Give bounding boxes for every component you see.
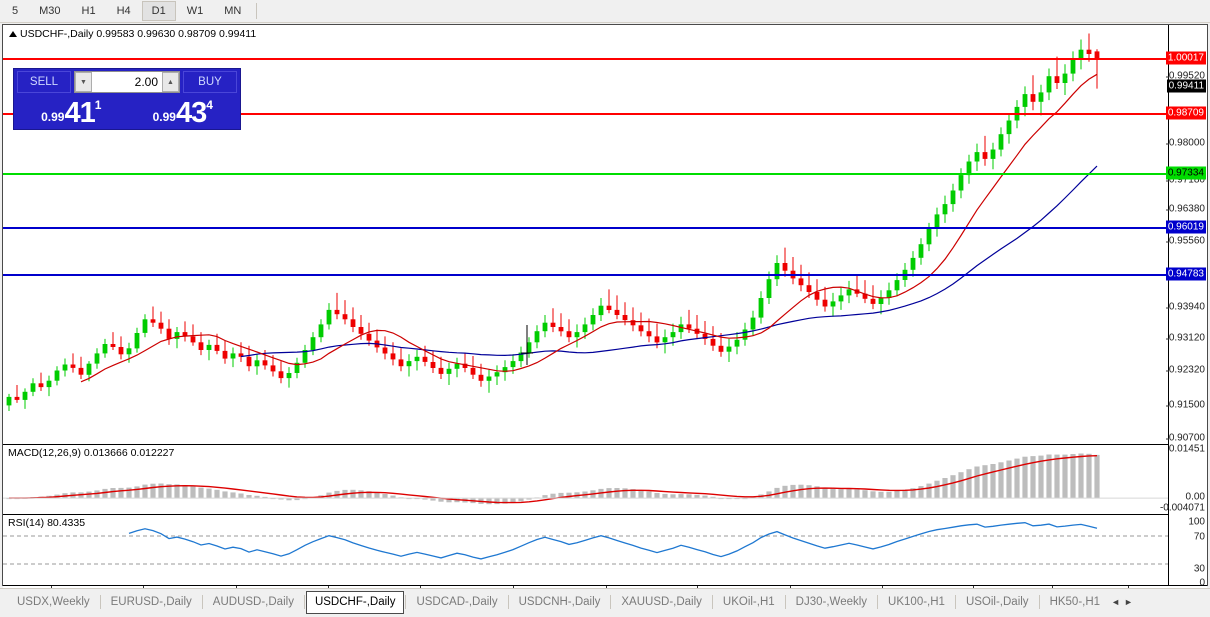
macd-svg bbox=[3, 453, 1168, 505]
price-tick-label: 0.91500 bbox=[1165, 400, 1205, 411]
buy-price-main: 43 bbox=[175, 97, 207, 129]
chart-tab-uk100--h1[interactable]: UK100-,H1 bbox=[888, 595, 945, 608]
tab-separator bbox=[507, 595, 509, 609]
chart-tab-ukoil--h1[interactable]: UKOil-,H1 bbox=[722, 595, 775, 608]
timeframe-w1[interactable]: W1 bbox=[186, 5, 204, 17]
price-level-chip: 1.00017 bbox=[1165, 51, 1206, 65]
tab-scroll-left-icon[interactable]: ◄ bbox=[1111, 597, 1120, 607]
macd-label: MACD(12,26,9) 0.013666 0.012227 bbox=[8, 447, 175, 459]
buy-button[interactable]: BUY bbox=[183, 71, 237, 93]
timeframe-toolbar: 5 M30 H1 H4 D1 W1 MN bbox=[0, 0, 1210, 23]
price-tick-label: 0.98000 bbox=[1165, 138, 1205, 149]
macd-tick-label: 0.01451 bbox=[1168, 443, 1205, 455]
tab-separator bbox=[201, 595, 203, 609]
timeframe-m30[interactable]: M30 bbox=[39, 5, 61, 17]
timeframe-5[interactable]: 5 bbox=[12, 5, 19, 17]
rsi-label: RSI(14) 80.4335 bbox=[8, 517, 86, 529]
timeframe-h4[interactable]: H4 bbox=[116, 5, 131, 17]
trade-panel-controls: SELL ▼ 2.00 ▲ BUY bbox=[14, 69, 240, 93]
buy-price-fraction: 4 bbox=[206, 98, 213, 112]
tab-separator bbox=[954, 595, 956, 609]
tab-separator bbox=[610, 595, 612, 609]
chart-tab-usdcnh--daily[interactable]: USDCNH-,Daily bbox=[518, 595, 601, 608]
price-tick-label: 0.97180 bbox=[1165, 175, 1205, 186]
tab-separator bbox=[784, 595, 786, 609]
rsi-tick-label: 70 bbox=[1193, 531, 1205, 543]
price-level-chip: 0.97334 bbox=[1165, 166, 1206, 180]
tab-separator bbox=[99, 595, 101, 609]
macd-pane[interactable]: MACD(12,26,9) 0.013666 0.012227 bbox=[3, 444, 1168, 514]
price-tick-label: 0.99520 bbox=[1165, 71, 1205, 82]
chart-tab-xauusd--daily[interactable]: XAUUSD-,Daily bbox=[621, 595, 702, 608]
one-click-trading-panel[interactable]: SELL ▼ 2.00 ▲ BUY 0.99 41 1 0.99 43 4 bbox=[13, 68, 241, 130]
volume-increase-icon[interactable]: ▲ bbox=[162, 72, 179, 92]
price-level-chip: 0.94783 bbox=[1165, 267, 1206, 281]
price-level-line[interactable] bbox=[3, 58, 1168, 60]
volume-input[interactable]: ▼ 2.00 ▲ bbox=[74, 71, 180, 93]
chart-tab-hk50--h1[interactable]: HK50-,H1 bbox=[1049, 595, 1101, 608]
chart-tab-usdchf--daily[interactable]: USDCHF-,Daily bbox=[305, 590, 405, 614]
tab-separator bbox=[1038, 595, 1040, 609]
macd-tick-label: -0.004071 bbox=[1159, 502, 1205, 514]
sell-price-prefix: 0.99 bbox=[41, 110, 65, 124]
timeframe-h1[interactable]: H1 bbox=[81, 5, 96, 17]
price-tick-label: 0.96380 bbox=[1165, 204, 1205, 215]
sell-price-main: 41 bbox=[64, 97, 95, 129]
sell-price-quote[interactable]: 0.99 41 1 bbox=[17, 93, 126, 128]
tab-separator bbox=[877, 595, 879, 609]
tab-scroll-controls[interactable]: ◄ ► bbox=[1111, 597, 1133, 607]
price-tick-label: 0.92320 bbox=[1165, 365, 1205, 376]
rsi-tick-label: 30 bbox=[1193, 563, 1205, 575]
price-tick-label: 0.90700 bbox=[1165, 433, 1205, 444]
chart-window[interactable]: USDCHF-,Daily 0.99583 0.99630 0.98709 0.… bbox=[2, 24, 1208, 606]
chart-title-text: USDCHF-,Daily 0.99583 0.99630 0.98709 0.… bbox=[20, 28, 257, 40]
trade-panel-quotes: 0.99 41 1 0.99 43 4 bbox=[14, 93, 240, 129]
timeframe-mn[interactable]: MN bbox=[224, 5, 242, 17]
chart-tab-usdx-weekly[interactable]: USDX,Weekly bbox=[17, 595, 90, 608]
price-level-chip: 0.99411 bbox=[1166, 79, 1206, 93]
rsi-tick-label: 100 bbox=[1188, 516, 1205, 528]
chart-tab-usoil--daily[interactable]: USOil-,Daily bbox=[965, 595, 1029, 608]
chart-title: USDCHF-,Daily 0.99583 0.99630 0.98709 0.… bbox=[9, 28, 256, 40]
volume-decrease-icon[interactable]: ▼ bbox=[75, 72, 92, 92]
price-tick-label: 0.93120 bbox=[1165, 333, 1205, 344]
price-level-line[interactable] bbox=[3, 227, 1168, 229]
chart-up-arrow-icon bbox=[9, 31, 17, 38]
tab-separator bbox=[303, 595, 305, 609]
tab-separator bbox=[711, 595, 713, 609]
price-pane[interactable]: USDCHF-,Daily 0.99583 0.99630 0.98709 0.… bbox=[3, 25, 1168, 443]
price-tick-label: 0.93940 bbox=[1165, 302, 1205, 313]
price-level-chip: 0.96019 bbox=[1165, 220, 1206, 234]
tab-scroll-right-icon[interactable]: ► bbox=[1123, 597, 1133, 607]
chart-tab-usdcad--daily[interactable]: USDCAD-,Daily bbox=[416, 595, 498, 608]
price-level-chip: 0.98709 bbox=[1165, 106, 1206, 120]
price-axis[interactable]: 0.99520 0.98000 0.97180 0.96380 0.95560 0.939… bbox=[1160, 25, 1207, 589]
rsi-svg bbox=[3, 522, 1168, 565]
tab-separator bbox=[405, 595, 407, 609]
volume-value[interactable]: 2.00 bbox=[134, 75, 158, 89]
chart-plot-area[interactable]: USDCHF-,Daily 0.99583 0.99630 0.98709 0.… bbox=[3, 25, 1168, 585]
price-tick-label: 0.95560 bbox=[1165, 236, 1205, 247]
rsi-pane[interactable]: RSI(14) 80.4335 bbox=[3, 514, 1168, 585]
sell-button[interactable]: SELL bbox=[17, 71, 71, 93]
price-candles-svg bbox=[6, 33, 1100, 411]
sell-price-fraction: 1 bbox=[94, 98, 102, 112]
chart-tab-bar: USDX,Weekly EURUSD-,Daily AUDUSD-,Daily USD… bbox=[0, 588, 1210, 617]
chart-tab-dj30--weekly[interactable]: DJ30-,Weekly bbox=[795, 595, 868, 608]
timeframe-d1[interactable]: D1 bbox=[141, 1, 176, 21]
toolbar-separator bbox=[256, 3, 258, 19]
price-level-line[interactable] bbox=[3, 274, 1168, 276]
macd-tick-label: 0.00 bbox=[1185, 491, 1205, 503]
rsi-tick-label: 0 bbox=[1199, 577, 1205, 589]
chart-tab-eurusd--daily[interactable]: EURUSD-,Daily bbox=[110, 595, 192, 608]
buy-price-quote[interactable]: 0.99 43 4 bbox=[128, 93, 237, 129]
price-level-line[interactable] bbox=[3, 173, 1168, 175]
buy-price-prefix: 0.99 bbox=[152, 110, 176, 124]
chart-tab-audusd--daily[interactable]: AUDUSD-,Daily bbox=[212, 595, 294, 608]
price-level-line[interactable] bbox=[3, 113, 1168, 115]
